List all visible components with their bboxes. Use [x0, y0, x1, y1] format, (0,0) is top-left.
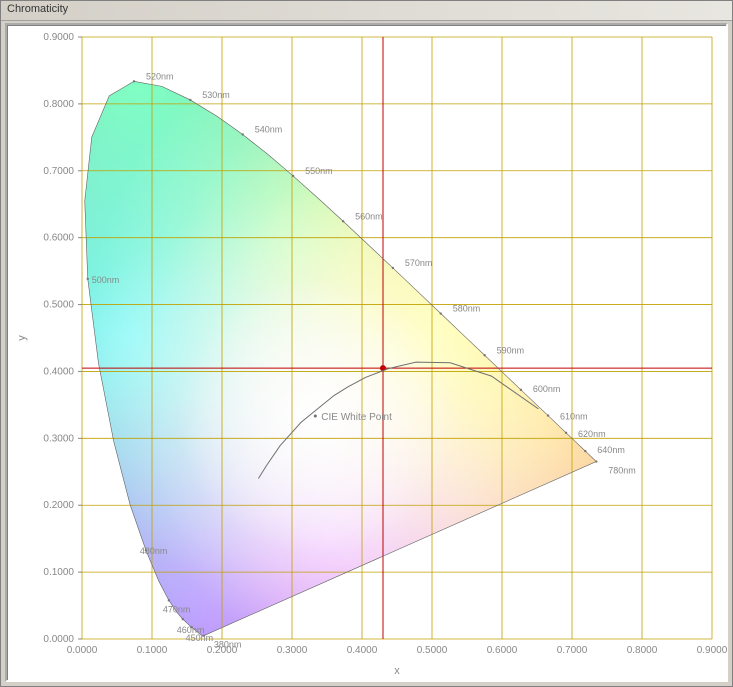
white-point: [314, 415, 317, 418]
wavelength-tick: [133, 80, 135, 82]
white-point-label: CIE White Point: [321, 412, 392, 423]
x-tick-label: 0.9000: [697, 645, 728, 656]
wavelength-tick: [242, 133, 244, 135]
wavelength-label: 610nm: [560, 412, 588, 422]
x-tick-label: 0.4000: [347, 645, 378, 656]
wavelength-label: 600nm: [533, 384, 561, 394]
y-tick-label: 0.6000: [43, 233, 74, 244]
x-tick-label: 0.3000: [277, 645, 308, 656]
wavelength-tick: [584, 450, 586, 452]
wavelength-label: 520nm: [146, 71, 174, 81]
wavelength-label: 500nm: [92, 275, 120, 285]
wavelength-tick: [168, 599, 170, 601]
window-title: Chromaticity: [7, 3, 68, 15]
wavelength-tick: [182, 618, 184, 620]
wavelength-label: 590nm: [497, 345, 525, 355]
window: Chromaticity 0.00000.0000 0.1000 0.1000 0.2…: [0, 0, 733, 687]
x-tick-label: 0.8000: [627, 645, 658, 656]
y-tick-label: 0.1000: [43, 567, 74, 578]
x-tick-label: 0.0000: [67, 645, 98, 656]
y-tick-label: 0.5000: [43, 300, 74, 311]
titlebar: Chromaticity: [1, 1, 732, 21]
wavelength-label: 470nm: [163, 604, 191, 614]
y-tick-label: 0.2000: [43, 500, 74, 511]
wavelength-label: 640nm: [597, 445, 625, 455]
wavelength-tick: [342, 220, 344, 222]
wavelength-tick: [189, 99, 191, 101]
wavelength-tick: [483, 354, 485, 356]
y-tick-label: 0.3000: [43, 433, 74, 444]
y-tick-label: 0.4000: [43, 366, 74, 377]
x-tick-label: 0.6000: [487, 645, 518, 656]
plot-area: 0.00000.00000.10000.10000.20000.20000.30…: [5, 23, 728, 682]
wavelength-label: 780nm: [608, 466, 636, 476]
y-axis-label: y: [16, 335, 28, 341]
wavelength-label: 570nm: [405, 258, 433, 268]
wavelength-label: 460nm: [177, 625, 205, 635]
wavelength-tick: [595, 460, 597, 462]
y-tick-label: 0.8000: [43, 99, 74, 110]
x-tick-label: 0.1000: [137, 645, 168, 656]
y-tick-label: 0.0000: [43, 634, 74, 645]
wavelength-label: 480nm: [140, 546, 168, 556]
wavelength-tick: [87, 278, 89, 280]
chromaticity-chart: 0.00000.00000.10000.10000.20000.20000.30…: [7, 25, 730, 684]
wavelength-label: 380nm: [214, 640, 242, 650]
x-tick-label: 0.7000: [557, 645, 588, 656]
x-tick-label: 0.5000: [417, 645, 448, 656]
wavelength-tick: [565, 432, 567, 434]
wavelength-tick: [440, 312, 442, 314]
wavelength-label: 560nm: [355, 211, 383, 221]
wavelength-tick: [292, 175, 294, 177]
wavelength-label: 550nm: [305, 166, 333, 176]
wavelength-label: 580nm: [453, 304, 481, 314]
x-axis-label: x: [394, 665, 400, 677]
wavelength-label: 540nm: [255, 124, 283, 134]
wavelength-tick: [520, 389, 522, 391]
wavelength-tick: [547, 414, 549, 416]
y-tick-label: 0.7000: [43, 166, 74, 177]
wavelength-label: 530nm: [202, 90, 230, 100]
y-tick-label: 0.9000: [43, 32, 74, 43]
wavelength-label: 620nm: [578, 429, 606, 439]
wavelength-tick: [392, 267, 394, 269]
